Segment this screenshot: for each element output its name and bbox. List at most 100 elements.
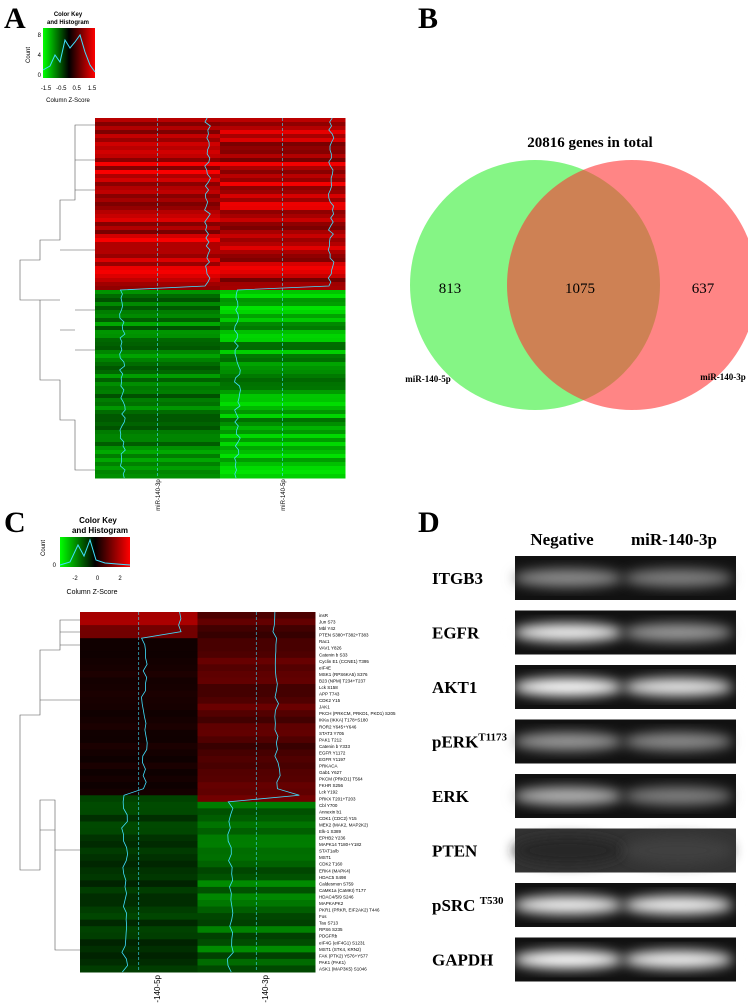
key-histogram (42, 33, 96, 73)
blot (513, 774, 736, 818)
row-label: MEK2 (MAK2, MAP2K2) (319, 822, 369, 827)
row-label: APP T743 (319, 692, 340, 697)
heatmap-cell (220, 150, 346, 155)
heatmap-cell (220, 290, 346, 295)
band (623, 787, 733, 805)
heatmap-cell (220, 350, 346, 355)
band (623, 569, 733, 587)
heatmap-cell (95, 350, 221, 355)
heatmap-cell (95, 174, 221, 179)
heatmap-cell (95, 274, 221, 279)
heatmap-cell (95, 410, 221, 415)
venn-title: 20816 genes in total (527, 135, 652, 151)
heatmap-cell (95, 454, 221, 459)
heatmap-cell (197, 716, 316, 724)
venn-count: 813 (439, 281, 462, 297)
row-label: Rac1 (319, 639, 330, 644)
heatmap-cell (220, 190, 346, 195)
row-label: Elk-1 S389 (319, 829, 342, 834)
heatmap-cell (220, 354, 346, 359)
heatmap-cell (95, 450, 221, 455)
heatmap-cell (197, 886, 316, 894)
row-label: Jun S73 (319, 620, 336, 625)
heatmap-cell (197, 612, 316, 620)
heatmap-cell (197, 906, 316, 914)
row-label: Cyclin E1 (CCNE1) T395 (319, 659, 369, 664)
key-title: and Histogram (72, 526, 128, 535)
band (513, 787, 623, 805)
panel-label: C (4, 506, 26, 539)
heatmap-cell (197, 801, 316, 809)
key-tick-label: 4 (38, 53, 42, 59)
heatmap-cell (95, 190, 221, 195)
set-label: miR-140-5p (405, 374, 451, 384)
band (513, 678, 623, 696)
column-label: miR-140-3p (261, 974, 270, 1003)
heatmap-cell (80, 742, 198, 750)
row-label: insR (319, 613, 329, 618)
key-tick-label: -1.5 (41, 86, 52, 92)
heatmap-cell (95, 154, 221, 159)
heatmap-cell (80, 893, 198, 901)
dendrogram (19, 619, 80, 951)
row-label: PTEN S380+T382+T383 (319, 633, 369, 638)
key-tick-label: 0 (38, 73, 42, 79)
row-label: FAK (PTK2) Y576+Y577 (319, 953, 368, 958)
heatmap-cell (95, 210, 221, 215)
protein-label: PTEN (432, 842, 478, 861)
heatmap-cell (220, 450, 346, 455)
panel-label: D (418, 506, 440, 539)
key-title: Color Key (79, 516, 117, 525)
band (513, 732, 623, 751)
row-label: PRKX T201+T203 (319, 796, 356, 801)
heatmap-cell (197, 808, 316, 816)
heatmap-cell (80, 762, 198, 770)
key-xlabel: Column Z-Score (67, 589, 118, 596)
heatmap-cell (220, 130, 346, 135)
row-label: MST1 (319, 855, 331, 860)
protein-label: ERK (432, 787, 470, 806)
heatmap-cell (80, 723, 198, 731)
heatmap-cell (220, 270, 346, 275)
blot (513, 937, 736, 982)
heatmap-cell (220, 174, 346, 179)
row-label: Catenin b Y333 (319, 744, 350, 749)
row-label: MSK1 (RPS6KA5) S376 (319, 672, 368, 677)
row-label: CDK2 T160 (319, 862, 343, 867)
heatmap-cell (220, 374, 346, 379)
heatmap-cell (95, 314, 221, 319)
protein-label: EGFR (432, 624, 480, 643)
row-label: CaMK1a (CaMKI) T177 (319, 888, 366, 893)
heatmap-cell (220, 194, 346, 199)
heatmap-cell (220, 394, 346, 399)
key-tick-label: -2 (72, 576, 78, 582)
row-label: ERK4 (MAPK4) (319, 868, 351, 873)
heatmap-cell (80, 847, 198, 855)
key-title: Color Key (54, 12, 83, 18)
heatmap-cell (220, 234, 346, 239)
heatmap-cell (220, 310, 346, 315)
row-label: PKCH (PRKCM, PRKD1, PKD1) S205 (319, 711, 396, 716)
heatmap-cell (80, 801, 198, 809)
key-tick-label: 0.5 (72, 86, 81, 92)
heatmap-cell (80, 677, 198, 685)
heatmap-cell (220, 330, 346, 335)
blot (513, 610, 736, 655)
heatmap-cell (95, 334, 221, 339)
protein-sup: T530 (480, 895, 504, 907)
heatmap-cell (95, 374, 221, 379)
heatmap-cell (80, 716, 198, 724)
heatmap-trace (227, 611, 300, 973)
protein-name: AKT1 (432, 678, 477, 697)
heatmap-cell (220, 334, 346, 339)
heatmap-cell (197, 782, 316, 790)
key-ylabel: Count (41, 540, 47, 556)
heatmap-cell (95, 270, 221, 275)
heatmap-cell (95, 294, 221, 299)
heatmap-cell (80, 782, 198, 790)
blot (513, 665, 736, 709)
heatmap-cell (197, 932, 316, 940)
heatmap-cell (80, 906, 198, 914)
heatmap-cell (80, 631, 198, 639)
protein-label: AKT1 (432, 678, 477, 697)
